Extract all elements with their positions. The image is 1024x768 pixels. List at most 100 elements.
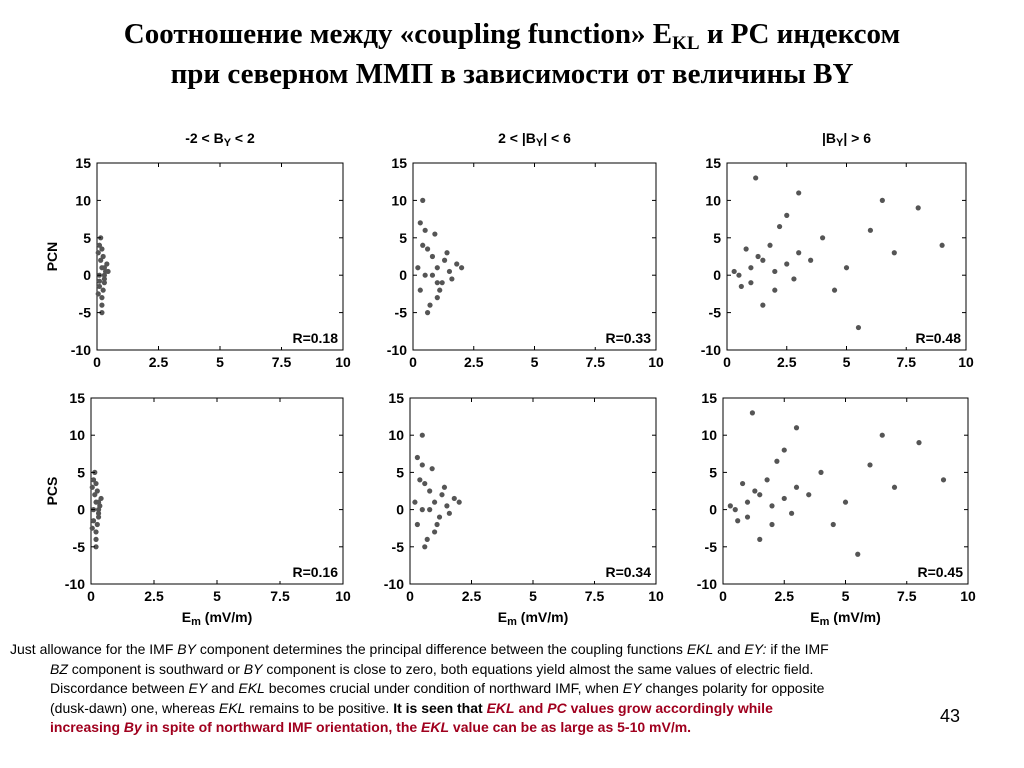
point bbox=[757, 536, 763, 542]
point bbox=[446, 510, 452, 516]
x-tick-label: 2.5 bbox=[144, 588, 164, 604]
x-tick-label: 2.5 bbox=[149, 354, 169, 370]
caption-run: component is southward or bbox=[67, 660, 244, 677]
point bbox=[429, 272, 436, 278]
point bbox=[94, 488, 100, 494]
chart-title-part: | > 6 bbox=[843, 130, 871, 146]
x-tick-label: 0 bbox=[719, 588, 727, 604]
point bbox=[808, 257, 814, 263]
caption-run: and bbox=[713, 641, 745, 657]
caption-run: EKL bbox=[238, 680, 265, 696]
point bbox=[101, 265, 107, 271]
annotation: R=0.18 bbox=[292, 330, 338, 346]
point bbox=[417, 287, 423, 293]
point bbox=[429, 466, 435, 472]
x-tick-label: 10 bbox=[648, 354, 664, 370]
y-tick-label: 0 bbox=[713, 267, 721, 283]
point bbox=[98, 257, 104, 263]
subscript: Y bbox=[224, 137, 232, 149]
point bbox=[93, 544, 99, 550]
point bbox=[99, 295, 105, 301]
x-tick-label: 5 bbox=[529, 588, 537, 604]
point bbox=[772, 268, 778, 275]
point bbox=[776, 223, 783, 230]
y-tick-label: 10 bbox=[391, 192, 407, 208]
title-text: и PC индексом bbox=[699, 18, 901, 50]
point bbox=[93, 529, 99, 535]
point bbox=[100, 287, 106, 293]
point bbox=[748, 280, 754, 286]
point bbox=[422, 544, 428, 550]
slide-subtitle: при северном ММП в зависимости от величи… bbox=[170, 58, 854, 90]
point bbox=[842, 499, 849, 505]
caption-run: PC bbox=[547, 699, 567, 716]
x-tick-label: 7.5 bbox=[272, 354, 292, 370]
y-tick-label: 15 bbox=[701, 390, 717, 406]
point bbox=[731, 268, 737, 275]
point bbox=[891, 484, 898, 490]
x-tick-label: 5 bbox=[843, 354, 851, 370]
point bbox=[867, 227, 874, 233]
caption-run: becomes crucial under condition of north… bbox=[264, 680, 623, 696]
subscript: Y bbox=[536, 137, 544, 149]
point bbox=[96, 242, 103, 248]
point bbox=[415, 265, 421, 271]
slide-title: Соотношение между «coupling function» EK… bbox=[0, 14, 1024, 94]
x-tick-label: 7.5 bbox=[897, 354, 917, 370]
chart-title-part: < 2 bbox=[231, 130, 255, 146]
point bbox=[434, 265, 440, 271]
title-subscript: KL bbox=[672, 33, 700, 54]
y-tick-label: 15 bbox=[391, 155, 407, 171]
point bbox=[420, 242, 426, 248]
point bbox=[424, 310, 431, 316]
caption-run: and bbox=[514, 699, 548, 716]
point bbox=[105, 268, 111, 275]
x-tick-label: 7.5 bbox=[897, 588, 917, 604]
y-tick-label: 0 bbox=[83, 267, 91, 283]
caption-run: EKL bbox=[486, 699, 515, 716]
point bbox=[434, 295, 440, 301]
caption-run: (dusk-dawn) one, whereas bbox=[50, 699, 219, 716]
y-tick-label: 10 bbox=[75, 192, 91, 208]
point bbox=[796, 190, 802, 196]
subscript: Y bbox=[836, 137, 844, 149]
plot-area bbox=[726, 162, 967, 351]
plot-area bbox=[90, 397, 344, 585]
point bbox=[92, 492, 98, 498]
point bbox=[432, 231, 438, 237]
x-axis-label: Em (mV/m) bbox=[810, 609, 880, 628]
point bbox=[781, 447, 787, 453]
point bbox=[796, 250, 802, 256]
caption-run: value can be as large as 5-10 mV/m. bbox=[449, 719, 692, 735]
x-tick-label: 7.5 bbox=[585, 588, 605, 604]
caption-run: EKL bbox=[218, 699, 246, 716]
y-tick-label: -5 bbox=[79, 305, 92, 321]
caption-run: BZ bbox=[50, 660, 68, 677]
point bbox=[760, 302, 766, 308]
x-axis-label-part: (mV/m) bbox=[517, 609, 568, 625]
y-tick-label: 15 bbox=[705, 155, 721, 171]
caption-run: Just allowance for the IMF bbox=[10, 641, 178, 657]
caption-run: increasing bbox=[50, 719, 124, 735]
point bbox=[774, 458, 780, 464]
point bbox=[743, 246, 749, 252]
x-tick-label: 10 bbox=[958, 354, 974, 370]
point bbox=[748, 265, 754, 271]
point bbox=[422, 480, 428, 487]
point bbox=[434, 280, 440, 286]
y-tick-label: 0 bbox=[396, 502, 404, 518]
y-tick-label: -10 bbox=[384, 576, 404, 592]
point bbox=[753, 175, 759, 181]
point bbox=[436, 514, 443, 520]
chart-title-part: |B bbox=[822, 130, 836, 146]
x-tick-label: 0 bbox=[723, 354, 731, 370]
y-tick-label: 0 bbox=[709, 502, 717, 518]
x-tick-label: 2.5 bbox=[777, 354, 797, 370]
y-tick-label: 10 bbox=[388, 427, 404, 443]
annotation: R=0.16 bbox=[292, 564, 338, 580]
point bbox=[767, 242, 773, 248]
point bbox=[793, 425, 800, 431]
point bbox=[764, 477, 770, 483]
caption-run: BY bbox=[243, 660, 263, 677]
